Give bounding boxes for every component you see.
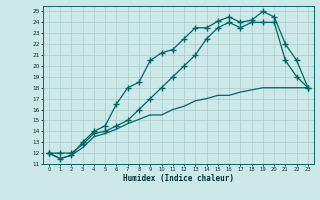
X-axis label: Humidex (Indice chaleur): Humidex (Indice chaleur) [123,174,234,183]
